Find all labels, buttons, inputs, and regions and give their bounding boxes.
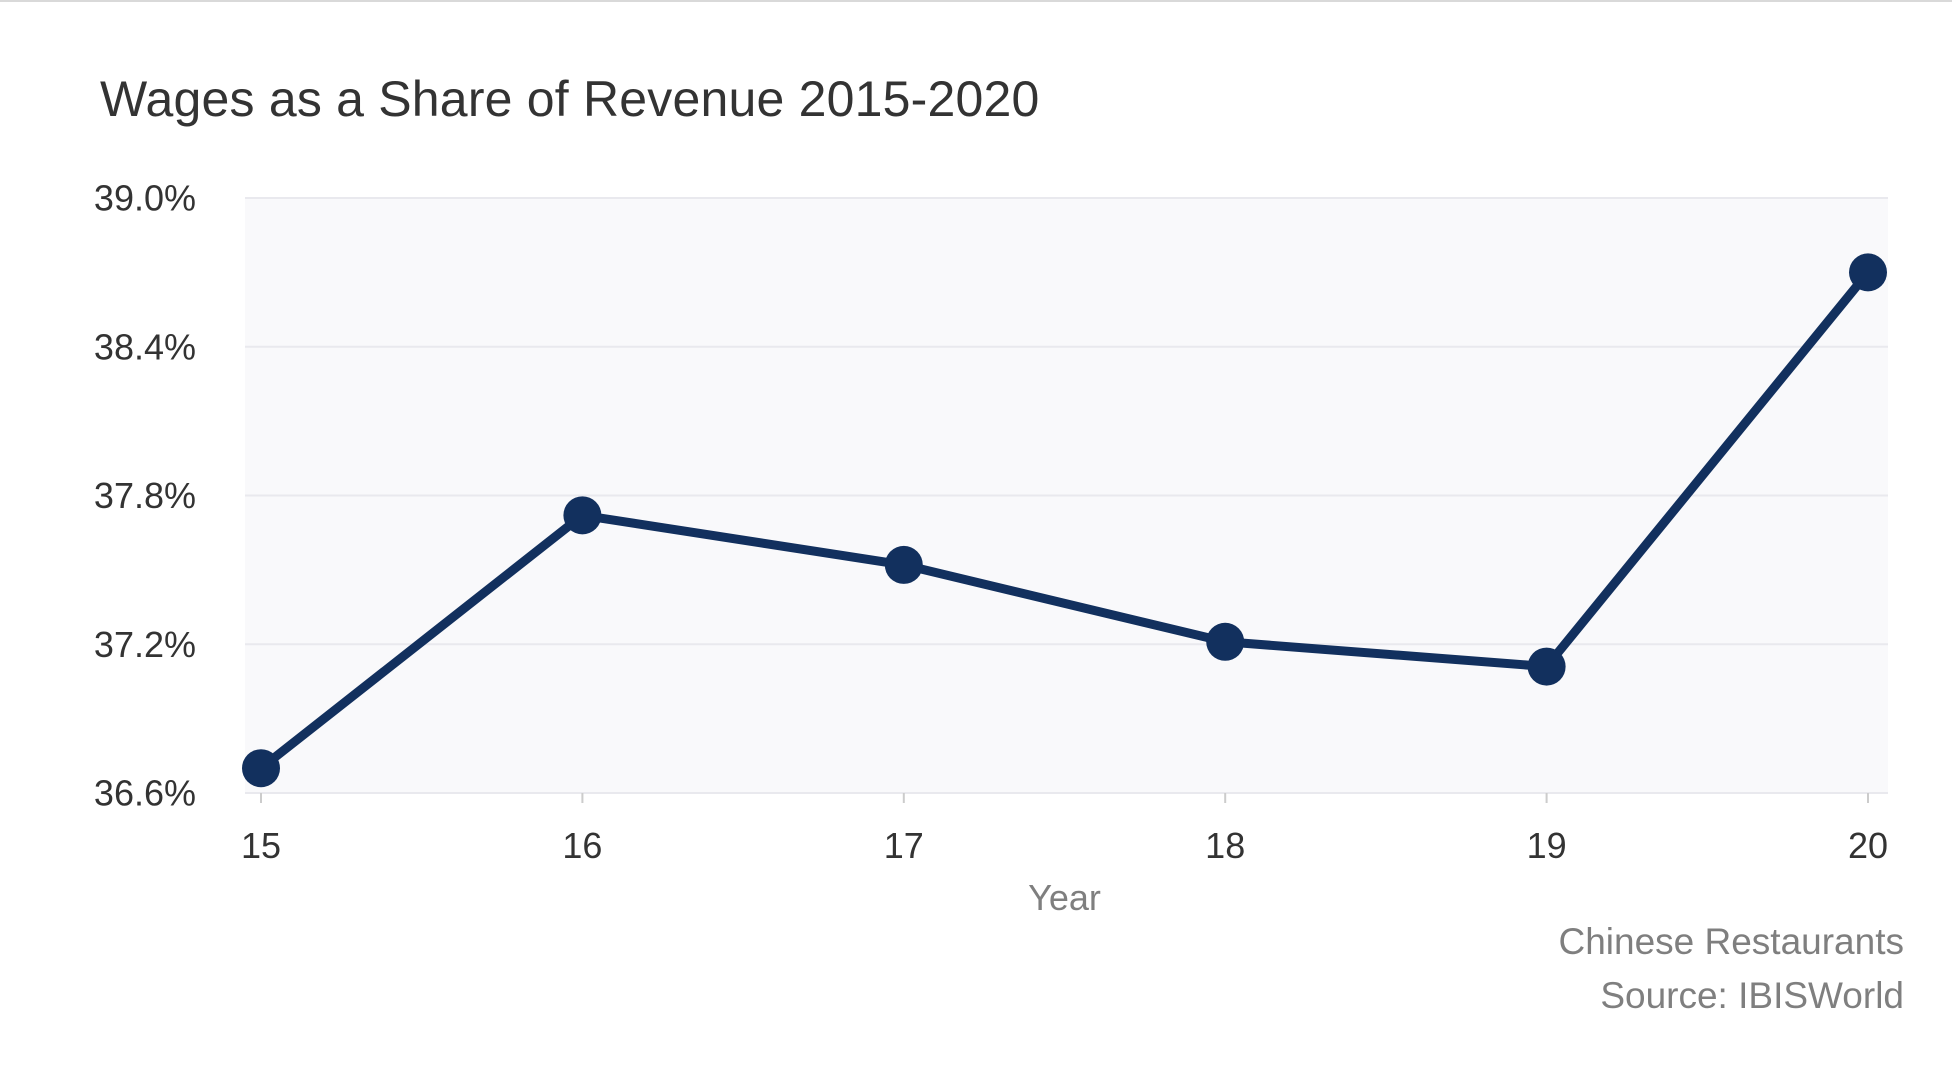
data-point xyxy=(884,545,923,584)
x-tick-label: 18 xyxy=(1205,825,1245,866)
y-tick-label: 38.4% xyxy=(94,326,196,367)
series-line xyxy=(256,267,1873,773)
x-tick-label: 16 xyxy=(562,825,602,866)
x-axis: 15 16 17 18 19 20 xyxy=(241,793,1888,866)
data-point xyxy=(242,749,280,788)
x-axis-title: Year xyxy=(1028,877,1101,918)
x-tick-label: 15 xyxy=(241,825,281,866)
source-block: Chinese Restaurants Source: IBISWorld xyxy=(1558,915,1904,1023)
industry-name: Chinese Restaurants xyxy=(1558,921,1904,962)
data-point xyxy=(1527,647,1566,686)
data-point xyxy=(1849,253,1887,292)
y-tick-label: 37.8% xyxy=(94,475,196,516)
y-tick-label: 37.2% xyxy=(94,624,196,665)
x-tick-label: 19 xyxy=(1527,825,1567,866)
x-tick-label: 17 xyxy=(884,825,924,866)
y-tick-label: 39.0% xyxy=(94,178,196,219)
y-tick-label: 36.6% xyxy=(94,773,196,814)
gridlines xyxy=(245,197,1888,794)
data-point xyxy=(1206,622,1245,661)
source-credit: Source: IBISWorld xyxy=(1600,975,1904,1016)
x-tick-label: 20 xyxy=(1848,825,1888,866)
data-point xyxy=(563,496,602,535)
y-axis: 36.6% 37.2% 37.8% 38.4% 39.0% xyxy=(94,178,196,814)
chart-title: Wages as a Share of Revenue 2015-2020 xyxy=(100,71,1040,127)
top-divider xyxy=(0,0,1952,2)
data-points xyxy=(242,253,1887,788)
